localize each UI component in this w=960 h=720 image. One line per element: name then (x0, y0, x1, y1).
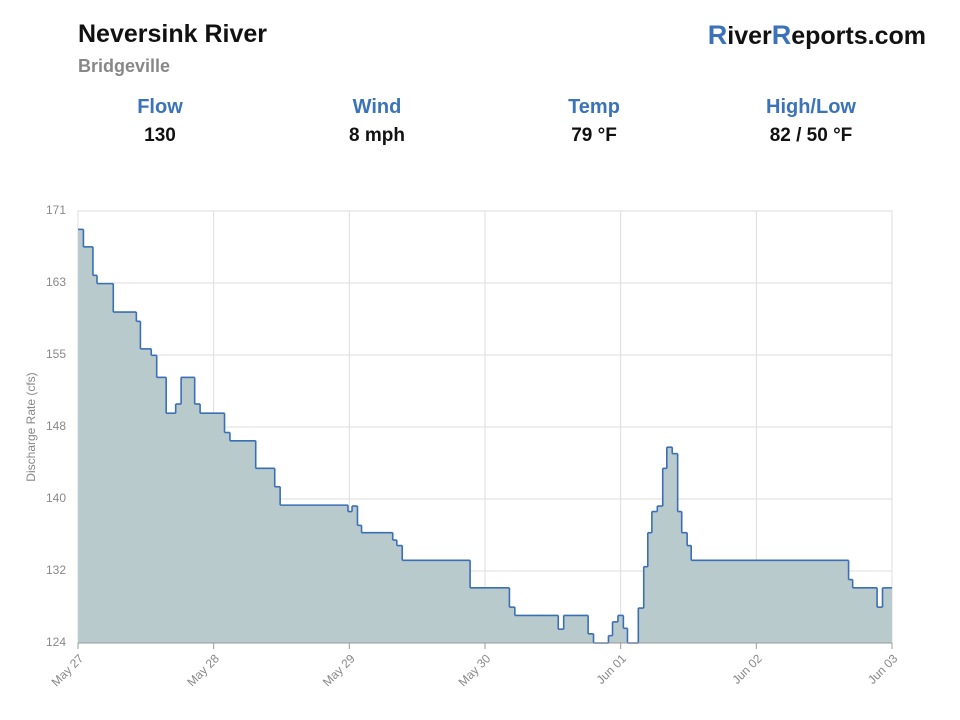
logo-part: iver (727, 22, 772, 50)
x-tick-label: May 28 (184, 651, 222, 689)
location: Bridgeville (78, 56, 171, 76)
stat: Flow 130 (60, 96, 260, 147)
x-tick-label: May 30 (456, 651, 494, 689)
y-tick-label: 140 (46, 491, 66, 505)
y-tick-label: 171 (46, 203, 66, 217)
stat-value: 8 mph (349, 125, 405, 146)
area-fill (78, 229, 892, 643)
y-tick-label: 148 (46, 419, 66, 433)
logo-part: R (707, 20, 728, 50)
stat-value: 82 / 50 °F (769, 125, 853, 146)
logo[interactable]: RiverReports.com (708, 20, 926, 51)
y-tick-label: 132 (46, 563, 66, 577)
stat-value: 130 (144, 125, 176, 146)
stat-label: Flow (137, 96, 183, 118)
stat: Wind 8 mph (277, 96, 477, 147)
y-tick-label: 163 (46, 275, 66, 289)
river-title: Neversink River (78, 20, 268, 48)
logo-part: eports.com (791, 22, 926, 50)
logo-part: R (771, 20, 792, 50)
x-tick-label: May 29 (320, 651, 358, 689)
stat-value: 79 °F (571, 125, 617, 146)
stat-label: Temp (568, 96, 620, 118)
x-tick-label: Jun 01 (594, 651, 630, 687)
y-tick-label: 155 (46, 347, 66, 361)
x-tick-label: Jun 02 (729, 651, 765, 687)
stat-label: High/Low (766, 96, 856, 118)
y-axis-title: Discharge Rate (cfs) (24, 372, 38, 481)
y-tick-label: 124 (46, 635, 66, 649)
x-tick-label: May 27 (49, 651, 87, 689)
stat: Temp 79 °F (494, 96, 694, 147)
stat-label: Wind (352, 96, 402, 118)
x-tick-label: Jun 03 (865, 651, 901, 687)
stat: High/Low 82 / 50 °F (711, 96, 911, 147)
